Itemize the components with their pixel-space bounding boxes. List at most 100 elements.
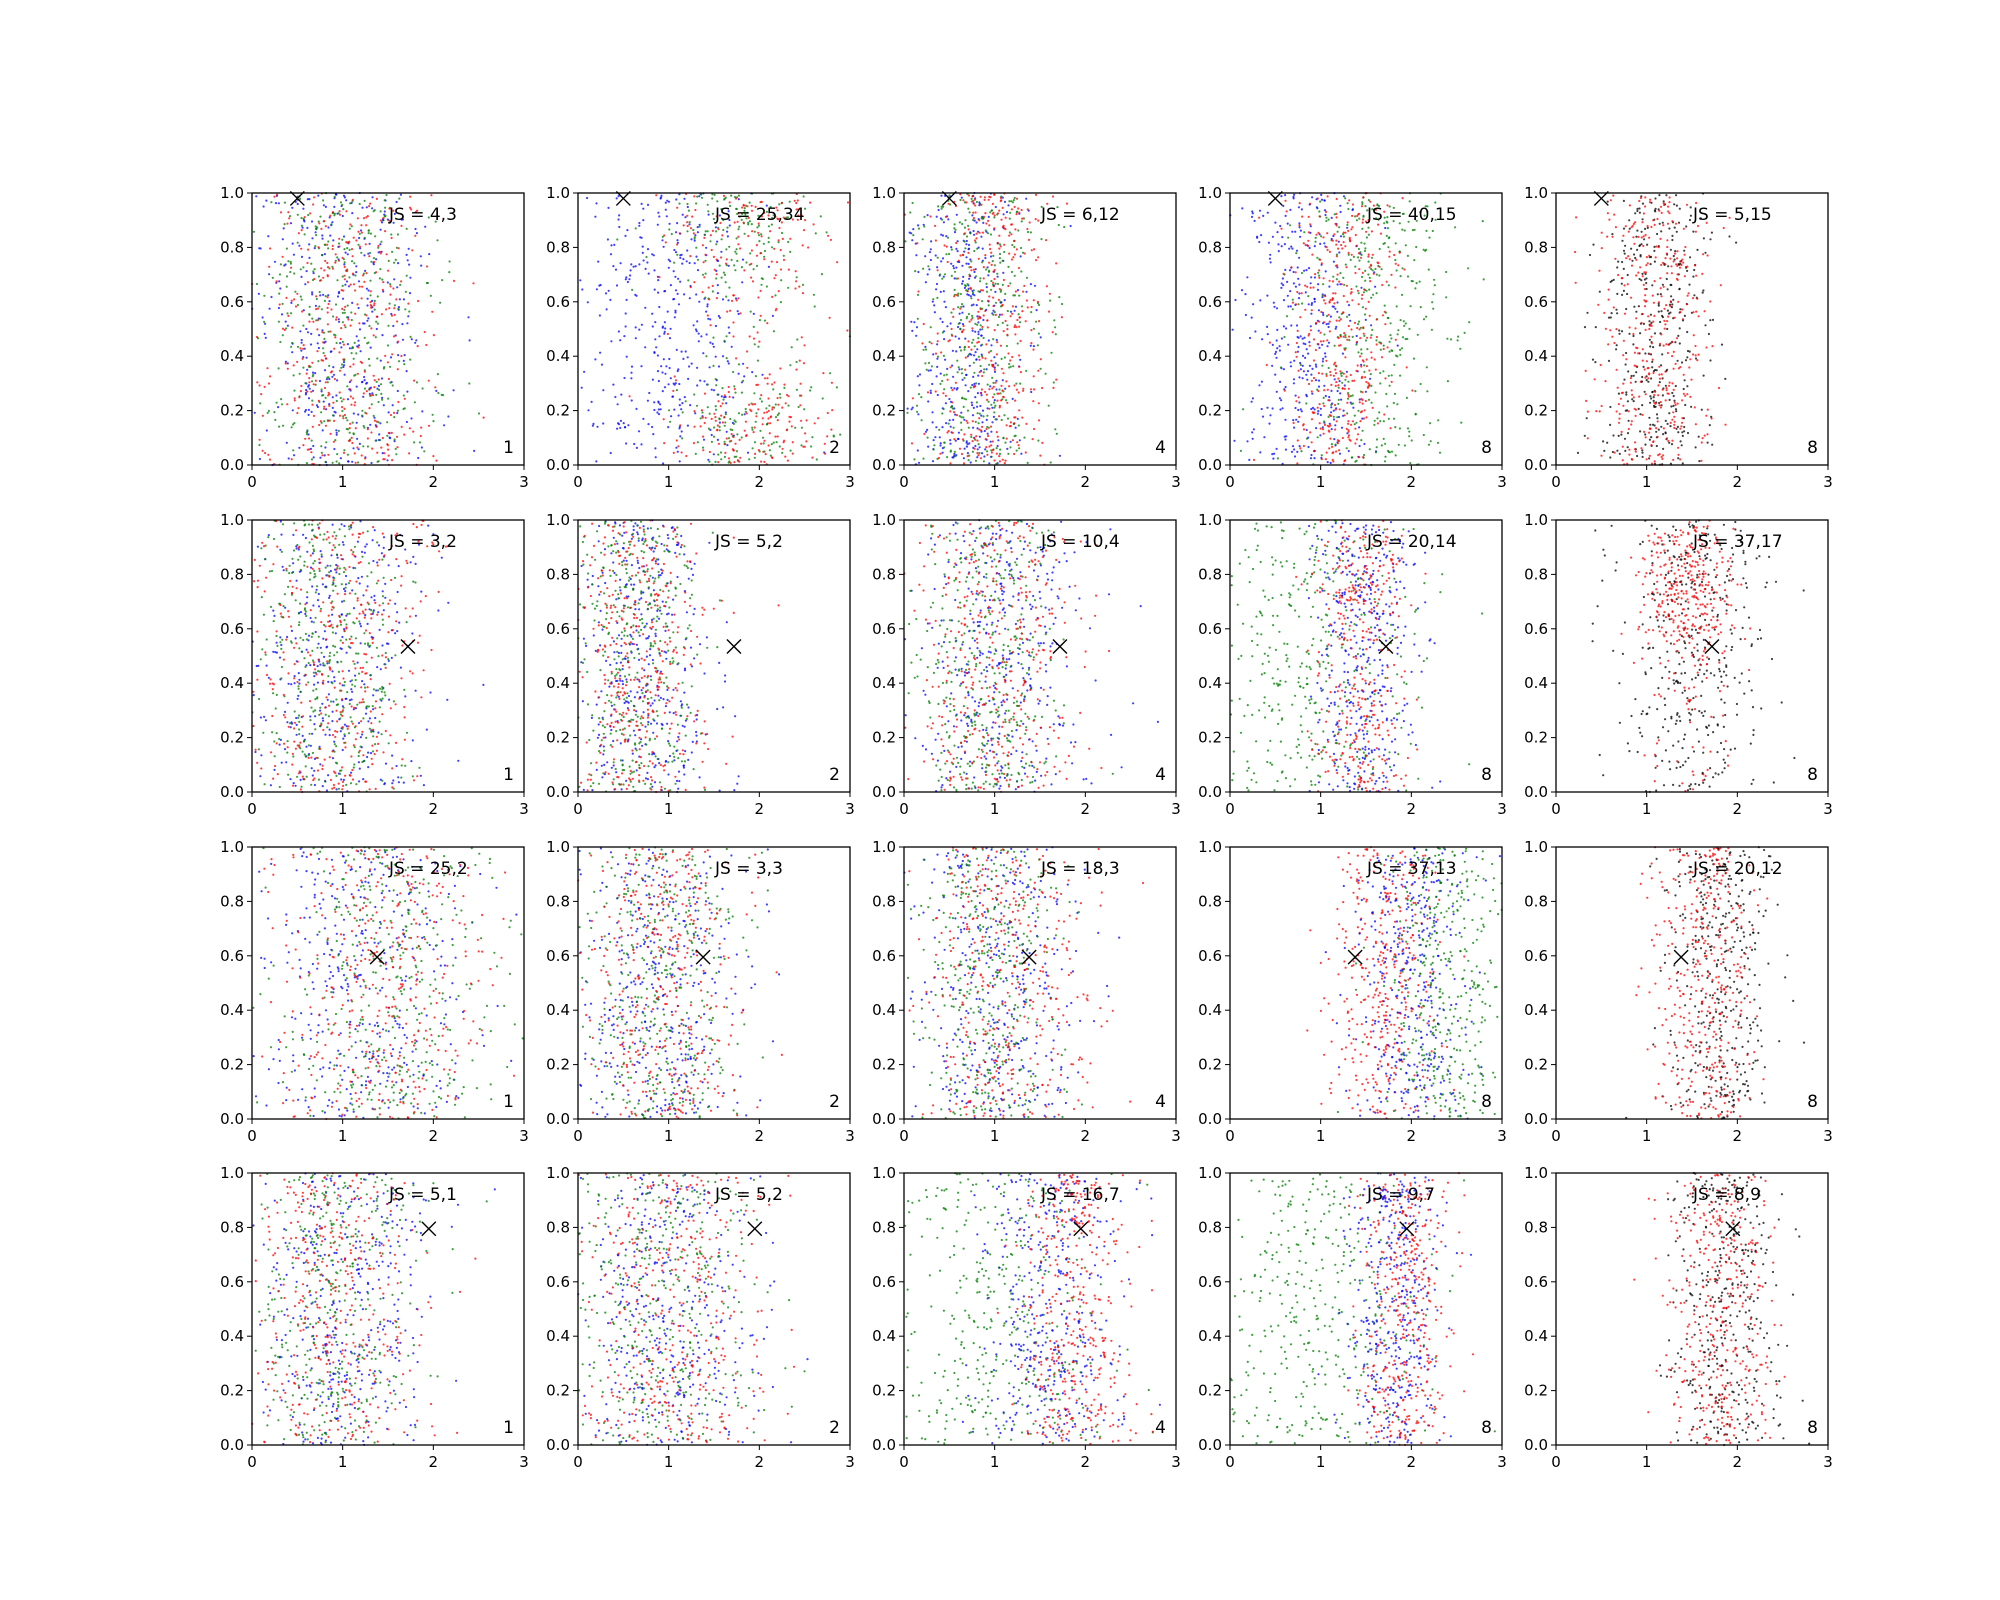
scatter-point-red xyxy=(379,252,382,255)
scatter-point-blue xyxy=(617,422,620,425)
scatter-point-blue xyxy=(986,407,989,410)
scatter-point-blue xyxy=(1323,384,1326,387)
scatter-point-black xyxy=(1674,384,1677,388)
scatter-point-blue xyxy=(939,317,942,320)
scatter-point-green xyxy=(332,315,335,318)
scatter-point-red xyxy=(1365,358,1368,361)
scatter-point-red xyxy=(793,199,796,202)
scatter-point-blue xyxy=(1324,394,1327,398)
scatter-point-green xyxy=(733,264,736,267)
scatter-point-green xyxy=(1319,200,1322,203)
scatter-point-red xyxy=(1017,266,1021,270)
scatter-point-blue xyxy=(974,396,977,399)
scatter-point-green xyxy=(940,218,944,221)
scatter-point-blue xyxy=(974,330,977,333)
scatter-point-blue xyxy=(703,380,706,383)
scatter-point-green xyxy=(299,295,302,298)
scatter-point-red xyxy=(1258,216,1261,219)
scatter-point-blue xyxy=(357,306,360,310)
scatter-point-green xyxy=(311,317,314,320)
scatter-point-green xyxy=(755,264,759,267)
scatter-point-red xyxy=(1389,427,1392,430)
scatter-point-green xyxy=(328,364,331,367)
scatter-point-red xyxy=(1037,419,1041,422)
scatter-point-red xyxy=(1361,271,1364,274)
scatter-point-blue xyxy=(395,200,398,204)
x-tick-label: 0 xyxy=(247,473,257,491)
scatter-point-red xyxy=(779,367,782,370)
scatter-point-green xyxy=(1370,334,1373,337)
scatter-point-red xyxy=(389,293,392,296)
scatter-point-green xyxy=(310,439,313,442)
scatter-point-red xyxy=(998,209,1001,212)
scatter-point-red xyxy=(817,417,820,420)
scatter-point-blue xyxy=(1273,452,1276,455)
scatter-point-green xyxy=(1285,315,1289,318)
scatter-point-red xyxy=(999,245,1002,248)
scatter-point-green xyxy=(1446,337,1449,340)
scatter-point-blue xyxy=(397,354,400,357)
scatter-point-green xyxy=(1358,259,1361,262)
scatter-point-red xyxy=(1681,308,1684,311)
scatter-point-red xyxy=(775,261,779,264)
scatter-point-green xyxy=(995,447,998,450)
scatter-point-blue xyxy=(956,240,959,243)
scatter-point-blue xyxy=(1304,291,1307,294)
scatter-point-green xyxy=(1322,396,1325,399)
scatter-point-black xyxy=(1623,437,1627,440)
scatter-point-red xyxy=(967,194,971,197)
scatter-point-red xyxy=(724,451,727,454)
scatter-point-blue xyxy=(975,221,978,224)
scatter-point-green xyxy=(994,301,998,304)
scatter-point-red xyxy=(1375,343,1378,346)
scatter-point-blue xyxy=(362,395,365,398)
scatter-point-blue xyxy=(736,310,739,313)
scatter-point-blue xyxy=(342,364,346,367)
scatter-point-green xyxy=(708,460,711,463)
scatter-point-green xyxy=(386,344,390,347)
scatter-point-blue xyxy=(1260,234,1263,237)
scatter-point-red xyxy=(1307,382,1311,386)
scatter-point-blue xyxy=(683,293,686,296)
scatter-point-blue xyxy=(714,226,718,229)
scatter-point-green xyxy=(969,386,972,389)
x-tick-label: 3 xyxy=(1171,473,1181,491)
scatter-point-green xyxy=(285,285,288,288)
scatter-point-blue xyxy=(683,197,686,200)
scatter-point-blue xyxy=(1307,267,1311,270)
scatter-point-red xyxy=(739,456,742,459)
scatter-point-red xyxy=(360,224,363,227)
scatter-point-black xyxy=(1618,452,1621,455)
scatter-point-red xyxy=(357,346,360,349)
scatter-point-green xyxy=(1014,434,1017,437)
scatter-point-black xyxy=(1690,405,1693,408)
scatter-point-green xyxy=(775,441,778,444)
scatter-point-blue xyxy=(1018,439,1021,442)
scatter-point-red xyxy=(1335,255,1338,258)
scatter-point-black xyxy=(1630,247,1633,250)
scatter-point-green xyxy=(749,252,752,255)
scatter-point-red xyxy=(383,452,386,455)
scatter-point-red xyxy=(1335,197,1338,201)
scatter-point-green xyxy=(783,386,786,389)
scatter-point-blue xyxy=(322,293,325,296)
scatter-point-green xyxy=(296,345,300,348)
scatter-point-red xyxy=(711,229,715,232)
scatter-point-green xyxy=(1369,373,1372,376)
scatter-point-red xyxy=(979,457,983,460)
scatter-point-red xyxy=(1696,224,1700,228)
scatter-point-red xyxy=(1385,280,1388,283)
scatter-point-red xyxy=(351,272,355,275)
scatter-point-red xyxy=(1371,253,1374,256)
scatter-point-green xyxy=(270,201,273,204)
scatter-point-blue xyxy=(1295,418,1298,421)
scatter-point-red xyxy=(1302,428,1306,431)
scatter-point-blue xyxy=(1269,253,1272,256)
scatter-point-blue xyxy=(1035,309,1038,312)
scatter-point-red xyxy=(1041,386,1044,390)
scatter-point-green xyxy=(920,396,923,399)
scatter-point-red xyxy=(1367,253,1370,256)
scatter-point-green xyxy=(348,227,351,230)
scatter-point-red xyxy=(287,314,290,317)
scatter-point-green xyxy=(1390,374,1393,377)
